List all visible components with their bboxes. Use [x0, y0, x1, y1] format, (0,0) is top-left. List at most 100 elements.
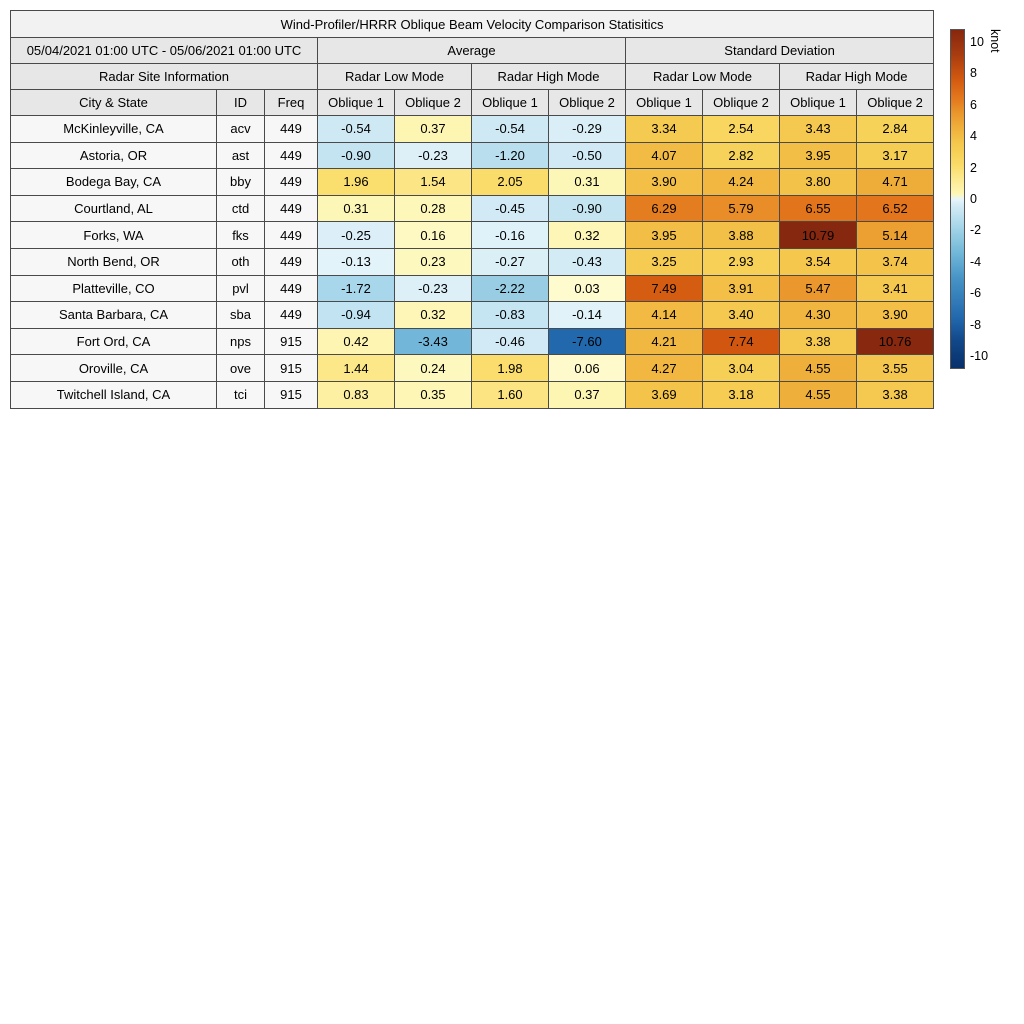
value-cell: -0.27: [471, 247, 549, 276]
value-cell: 3.95: [625, 221, 703, 249]
id-header: ID: [216, 89, 265, 116]
colorbar-unit-label: knot: [988, 29, 1002, 53]
table-row: Bodega Bay, CA bby 449 1.96 1.54 2.05 0.31 3.90…: [10, 168, 935, 196]
value-cell: 3.88: [702, 221, 780, 249]
city-state-cell: Platteville, CO: [10, 274, 217, 303]
value-cell: 3.90: [855, 301, 935, 329]
std-low-mode-header: Radar Low Mode: [625, 63, 780, 90]
value-cell: 6.29: [625, 194, 703, 223]
column-header-row: City & State ID Freq Oblique 1 Oblique 2…: [10, 89, 935, 116]
title-row: Wind-Profiler/HRRR Oblique Beam Velocity…: [9, 10, 935, 38]
value-cell: 3.69: [625, 380, 703, 409]
value-cell: 4.27: [625, 354, 703, 382]
value-cell: 4.55: [779, 380, 857, 409]
value-cell: 0.16: [394, 221, 472, 249]
value-cell: 0.37: [394, 115, 472, 143]
value-cell: 0.32: [394, 301, 472, 329]
freq-cell: 915: [264, 327, 318, 356]
city-state-cell: Fort Ord, CA: [10, 327, 217, 356]
freq-cell: 449: [264, 194, 318, 223]
oblique-header: Oblique 2: [702, 89, 780, 116]
freq-cell: 915: [264, 380, 318, 409]
avg-low-mode-header: Radar Low Mode: [317, 63, 472, 90]
value-cell: 3.90: [625, 168, 703, 196]
table-row: Platteville, CO pvl 449 -1.72 -0.23 -2.22 0.03…: [10, 274, 935, 303]
city-state-cell: Bodega Bay, CA: [10, 168, 217, 196]
value-cell: 4.71: [855, 168, 935, 196]
value-cell: -1.72: [317, 274, 395, 303]
oblique-header: Oblique 2: [394, 89, 472, 116]
value-cell: -0.23: [394, 274, 472, 303]
site-id-cell: nps: [216, 327, 265, 356]
value-cell: -0.94: [317, 301, 395, 329]
value-cell: 5.79: [702, 194, 780, 223]
value-cell: 0.06: [548, 354, 626, 382]
oblique-header: Oblique 1: [779, 89, 857, 116]
value-cell: 4.55: [779, 354, 857, 382]
value-cell: 1.54: [394, 168, 472, 196]
value-cell: 4.24: [702, 168, 780, 196]
value-cell: 0.28: [394, 194, 472, 223]
value-cell: 4.14: [625, 301, 703, 329]
value-cell: -0.29: [548, 115, 626, 143]
value-cell: 2.93: [702, 247, 780, 276]
city-state-cell: North Bend, OR: [10, 247, 217, 276]
freq-cell: 449: [264, 115, 318, 143]
value-cell: 7.49: [625, 274, 703, 303]
value-cell: 0.24: [394, 354, 472, 382]
group-header-row: 05/04/2021 01:00 UTC - 05/06/2021 01:00 …: [10, 37, 935, 64]
city-state-cell: McKinleyville, CA: [10, 115, 217, 143]
value-cell: 0.03: [548, 274, 626, 303]
value-cell: 2.82: [702, 141, 780, 170]
value-cell: 0.23: [394, 247, 472, 276]
value-cell: 1.44: [317, 354, 395, 382]
table-row: Fort Ord, CA nps 915 0.42 -3.43 -0.46 -7.60 4.2…: [10, 327, 935, 356]
colorbar-tick-label: 6: [970, 97, 977, 112]
value-cell: 6.55: [779, 194, 857, 223]
value-cell: 0.31: [548, 168, 626, 196]
city-state-cell: Oroville, CA: [10, 354, 217, 382]
value-cell: 1.60: [471, 380, 549, 409]
value-cell: -0.25: [317, 221, 395, 249]
colorbar-tick-label: 8: [970, 65, 977, 80]
city-state-cell: Forks, WA: [10, 221, 217, 249]
site-id-cell: tci: [216, 380, 265, 409]
table-row: Forks, WA fks 449 -0.25 0.16 -0.16 0.32 3.95 3.8…: [10, 221, 935, 249]
value-cell: 0.31: [317, 194, 395, 223]
table-row: Santa Barbara, CA sba 449 -0.94 0.32 -0.83 -0.…: [10, 301, 935, 329]
value-cell: 6.52: [855, 194, 935, 223]
freq-cell: 449: [264, 301, 318, 329]
table-row: Oroville, CA ove 915 1.44 0.24 1.98 0.06 4.27 3.…: [10, 354, 935, 382]
value-cell: 1.96: [317, 168, 395, 196]
table-body: McKinleyville, CA acv 449 -0.54 0.37 -0.54 -0.…: [10, 115, 935, 409]
value-cell: 3.80: [779, 168, 857, 196]
value-cell: 10.76: [855, 327, 935, 356]
value-cell: 5.14: [855, 221, 935, 249]
value-cell: -0.43: [548, 247, 626, 276]
freq-cell: 449: [264, 221, 318, 249]
city-state-cell: Santa Barbara, CA: [10, 301, 217, 329]
value-cell: 3.95: [779, 141, 857, 170]
table-row: Twitchell Island, CA tci 915 0.83 0.35 1.60 0.…: [10, 380, 935, 409]
table-title: Wind-Profiler/HRRR Oblique Beam Velocity…: [9, 10, 935, 38]
site-id-cell: pvl: [216, 274, 265, 303]
oblique-header: Oblique 1: [471, 89, 549, 116]
site-id-cell: sba: [216, 301, 265, 329]
value-cell: -0.13: [317, 247, 395, 276]
value-cell: 3.04: [702, 354, 780, 382]
site-id-cell: oth: [216, 247, 265, 276]
value-cell: 3.74: [855, 247, 935, 276]
colorbar-tick-label: 10: [970, 34, 984, 49]
freq-cell: 449: [264, 168, 318, 196]
value-cell: -0.45: [471, 194, 549, 223]
value-cell: 0.42: [317, 327, 395, 356]
value-cell: 0.37: [548, 380, 626, 409]
mode-header-row: Radar Site Information Radar Low Mode Ra…: [10, 63, 935, 90]
value-cell: 3.18: [702, 380, 780, 409]
value-cell: 3.43: [779, 115, 857, 143]
value-cell: -0.46: [471, 327, 549, 356]
value-cell: -0.23: [394, 141, 472, 170]
colorbar-ticks: 10 8 6 4 2 0 -2 -4 -6 -8 -10: [970, 29, 1010, 369]
value-cell: -0.90: [548, 194, 626, 223]
value-cell: 3.54: [779, 247, 857, 276]
